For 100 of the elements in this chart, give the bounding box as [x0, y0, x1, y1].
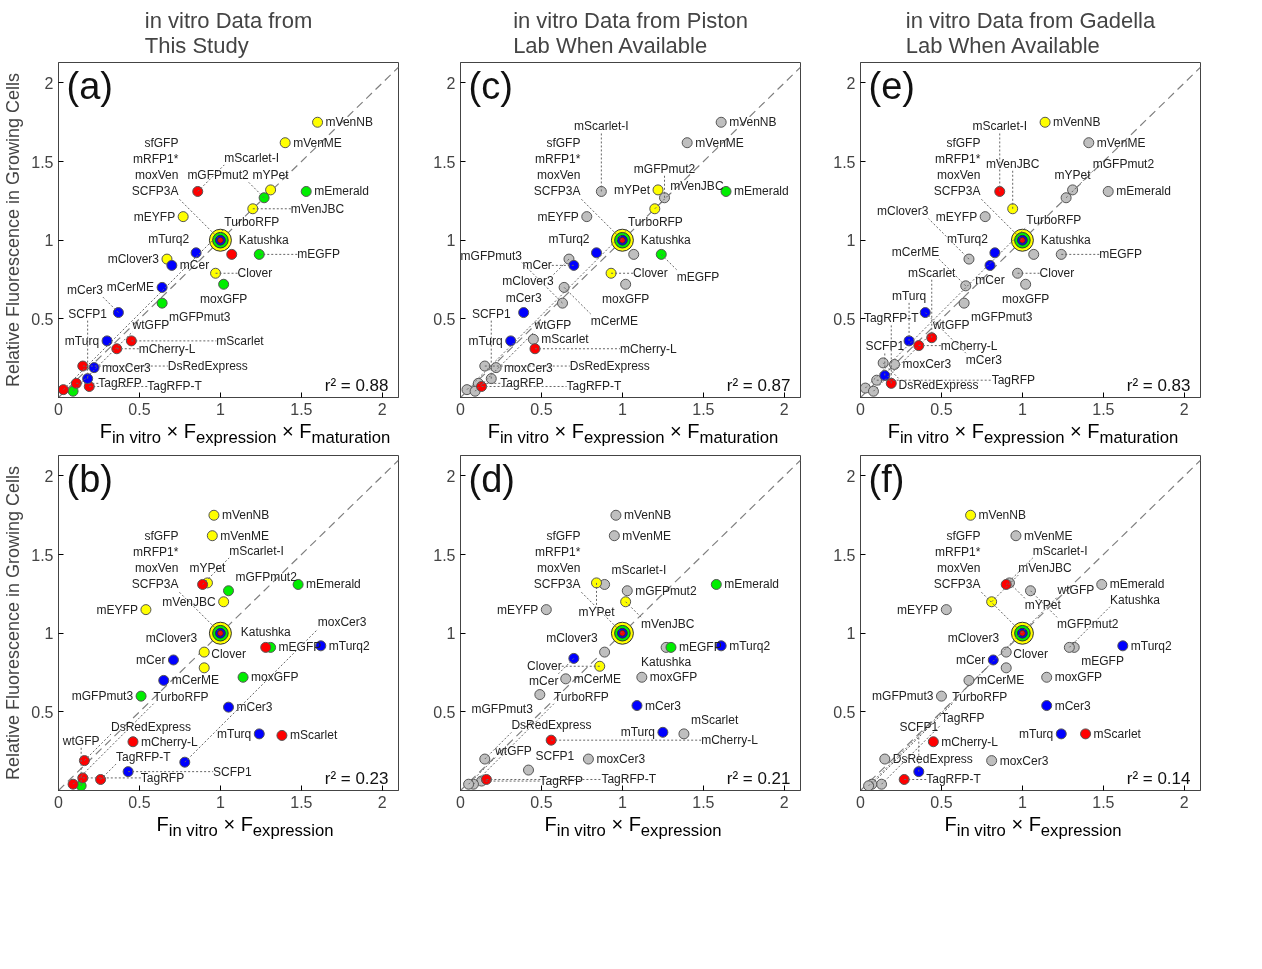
- x-tick-label: 0: [856, 793, 866, 811]
- annotation: mVenJBC: [986, 156, 1040, 171]
- annotation: mYPet: [578, 604, 616, 619]
- annotation: mCer3: [67, 283, 104, 298]
- annotation: sfGFP mRFP1* moxVen SCFP3A: [933, 135, 981, 199]
- annotation: mTurq2: [1130, 638, 1173, 653]
- annotation: mScarlet: [541, 332, 590, 347]
- annotation: mYPet: [1054, 167, 1092, 182]
- x-tick-label: 0.5: [930, 400, 953, 418]
- y-tick-label: 2: [446, 74, 456, 92]
- annotation: DsRedExpress: [569, 359, 650, 374]
- annotation: wtGFP: [931, 317, 970, 332]
- annotation: Clover: [1013, 646, 1048, 661]
- annotation: mEmerald: [734, 184, 789, 199]
- annotation: TurboRFP: [1026, 213, 1082, 228]
- x-tick-label: 2: [1179, 793, 1189, 811]
- x-tick-label: 1: [617, 400, 627, 418]
- y-tick-label: 1.5: [833, 546, 856, 564]
- annotation: mVenJBC: [670, 179, 724, 194]
- annotation: moxCer3: [317, 615, 367, 629]
- annotation: mScarlet-I: [1032, 543, 1088, 558]
- annotation: r² = 0.14: [1126, 768, 1191, 788]
- annotation: mYPet: [252, 167, 290, 182]
- annotation: mCerME: [891, 245, 940, 260]
- annotation: (f): [868, 457, 905, 500]
- annotation: SCFP1: [535, 748, 575, 763]
- annotation: moxCer3: [102, 360, 152, 375]
- x-axis-title: F$_{in vitro}$ × F$_{expression}$ × F$_{maturation}$: [487, 419, 779, 449]
- annotation: mCer3: [236, 699, 273, 714]
- annotation: mCer3: [1054, 698, 1092, 713]
- annotation: Clover: [237, 266, 273, 281]
- y-tick-label: 0.5: [433, 703, 456, 721]
- annotation: moxGFP: [1001, 292, 1050, 307]
- annotation: mTurq: [64, 333, 100, 348]
- y-tick-label: 2: [44, 74, 54, 92]
- x-axis-title: F$_{in vitro}$ × F$_{expression}$: [156, 811, 334, 842]
- annotation: mTurq: [620, 725, 655, 740]
- annotation: mCherry-L: [941, 734, 999, 749]
- y-tick-label: 0.5: [433, 310, 456, 328]
- y-tick-label: 2: [846, 74, 856, 92]
- annotation: r² = 0.83: [1126, 375, 1191, 395]
- annotation: mVenJBC: [1018, 560, 1072, 575]
- annotation: mEYFP: [896, 602, 939, 617]
- annotation: mGFPmut2: [635, 583, 697, 598]
- annotation: TagRFP-T: [926, 772, 982, 787]
- annotation: mCherry-L: [140, 734, 198, 749]
- annotation: mClover3: [546, 630, 598, 645]
- annotation: r² = 0.87: [726, 375, 791, 395]
- annotation: mScarlet: [908, 265, 957, 280]
- annotation: TurboRFP: [224, 214, 280, 229]
- annotation: mTurq2: [729, 638, 771, 653]
- annotation: mEGFP: [676, 269, 720, 284]
- annotation: mEYFP: [537, 209, 579, 224]
- annotation: mVenME: [293, 135, 342, 150]
- annotation: mCer3: [965, 353, 1003, 368]
- annotation: mTurq: [891, 288, 927, 303]
- annotation: moxGFP: [649, 670, 698, 685]
- annotation: TagRFP: [140, 770, 185, 785]
- annotation: mYPet: [614, 182, 651, 197]
- annotation: mClover3: [947, 630, 1000, 645]
- x-tick-label: 1.5: [290, 400, 313, 418]
- annotation: moxCer3: [999, 753, 1049, 768]
- annotation: mGFPmut2: [235, 569, 298, 584]
- annotation: mTurq: [468, 333, 503, 348]
- annotation: mCerME: [106, 280, 155, 295]
- annotation: Katushka: [1040, 233, 1092, 248]
- chart-title: in vitro Data from Piston Lab When Available: [513, 7, 748, 58]
- x-tick-label: 0.5: [128, 400, 151, 418]
- annotation: mCherry-L: [940, 338, 998, 353]
- y-tick-label: 0.5: [833, 703, 856, 721]
- annotation: mCer3: [644, 698, 682, 713]
- annotation: Katushka: [640, 233, 692, 248]
- x-tick-label: 1: [617, 793, 627, 811]
- x-tick-label: 0: [856, 400, 866, 418]
- annotation: mCer: [136, 652, 166, 667]
- annotation: mClover3: [107, 252, 160, 267]
- x-tick-label: 2: [1179, 400, 1189, 418]
- annotation: mTurq2: [148, 231, 190, 246]
- x-tick-label: 1: [1017, 400, 1027, 418]
- chart-title: in vitro Data from Gadella Lab When Available: [905, 7, 1156, 58]
- annotation: (c): [468, 64, 513, 107]
- x-tick-label: 1.5: [692, 400, 715, 418]
- y-tick-label: 1: [846, 625, 856, 643]
- annotation: mVenNB: [221, 508, 270, 523]
- annotation: mScarlet-I: [611, 563, 667, 578]
- y-tick-label: 2: [446, 467, 456, 485]
- annotation: mCherry-L: [138, 341, 196, 356]
- annotation: (d): [468, 457, 515, 500]
- x-tick-label: 1.5: [692, 793, 715, 811]
- annotation: mCherry-L: [619, 341, 677, 356]
- x-axis-title: F$_{in vitro}$ × F$_{expression}$ × F$_{maturation}$: [99, 419, 391, 449]
- annotation: mVenME: [622, 528, 671, 543]
- annotation: mVenJBC: [290, 201, 345, 216]
- annotation: wtGFP: [533, 317, 572, 332]
- annotation: mCerME: [573, 671, 622, 686]
- annotation: mTurq2: [548, 231, 590, 246]
- annotation: SCFP1: [471, 306, 511, 321]
- annotation: mCer3: [505, 290, 542, 305]
- annotation: moxGFP: [1054, 670, 1103, 685]
- annotation: moxGFP: [199, 292, 248, 307]
